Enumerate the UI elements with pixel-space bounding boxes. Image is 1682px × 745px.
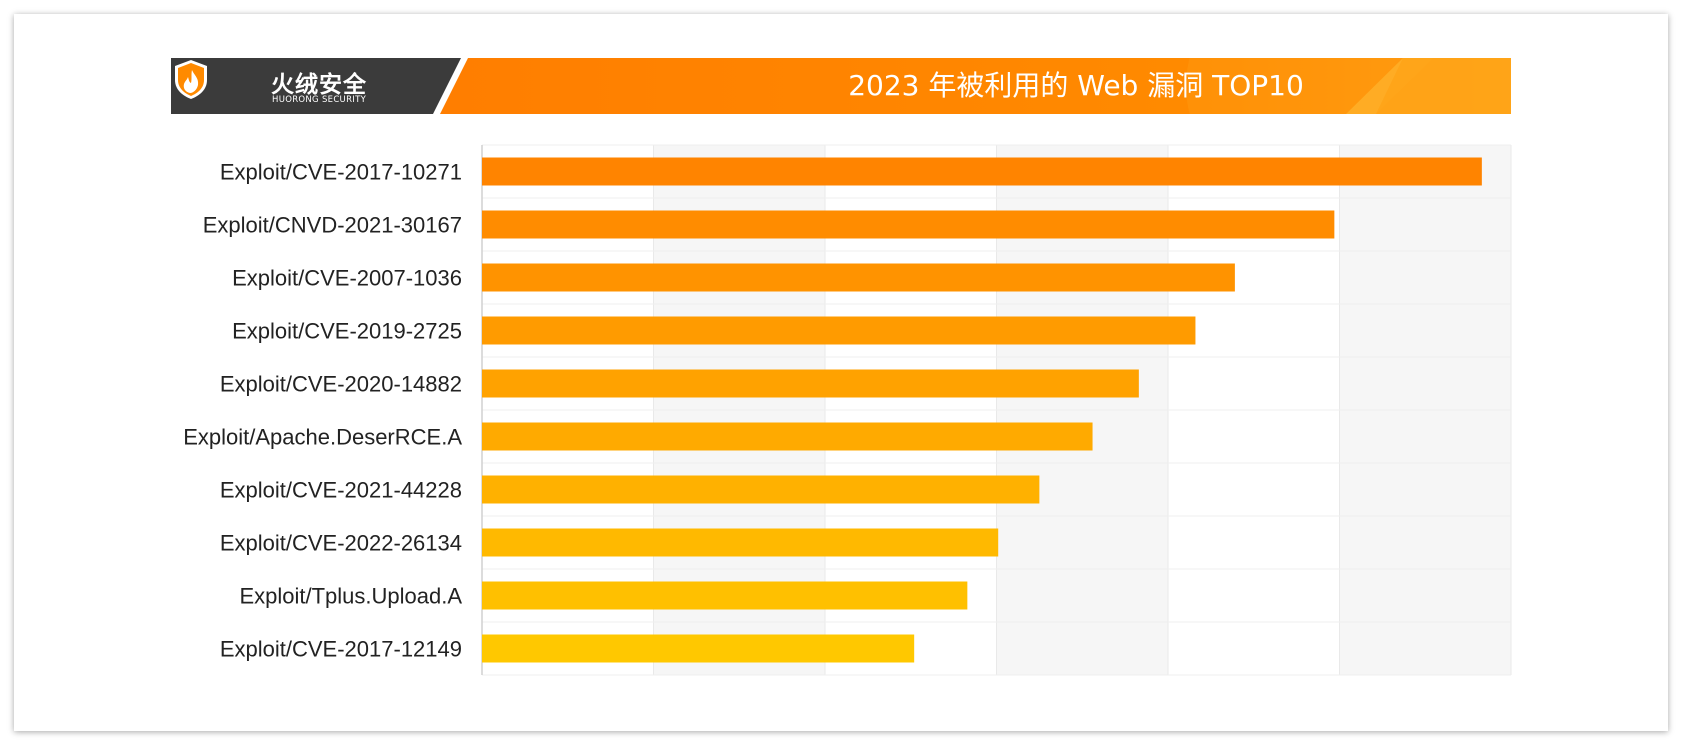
bar: [482, 634, 915, 663]
bar: [482, 263, 1235, 292]
bar: [482, 581, 968, 610]
category-label: Exploit/Apache.DeserRCE.A: [183, 425, 462, 450]
bar: [482, 210, 1335, 239]
bar: [482, 475, 1040, 504]
category-label: Exploit/Tplus.Upload.A: [239, 584, 462, 609]
bar: [482, 316, 1196, 345]
header-banner: [171, 58, 1511, 114]
chart-bars: [482, 157, 1482, 663]
header-dark-panel: [171, 58, 461, 114]
header-deco-corner: [1376, 58, 1511, 114]
shield-flame-icon: [175, 60, 207, 99]
bar: [482, 422, 1093, 451]
bar: [482, 157, 1482, 186]
category-label: Exploit/CVE-2019-2725: [232, 319, 462, 344]
chart-header: 火绒安全 HUORONG SECURITY 2023 年被利用的 Web 漏洞 …: [171, 58, 1511, 114]
category-label: Exploit/CVE-2017-10271: [220, 160, 462, 185]
category-label: Exploit/CVE-2007-1036: [232, 266, 462, 291]
category-label: Exploit/CNVD-2021-30167: [203, 213, 462, 238]
chart-category-labels: Exploit/CVE-2017-10271 Exploit/CNVD-2021-…: [183, 160, 462, 662]
bar: [482, 528, 999, 557]
bar: [482, 369, 1139, 398]
brand-name-en: HUORONG SECURITY: [272, 95, 367, 105]
header-deco-circle: [1186, 58, 1406, 114]
brand-name-cn: 火绒安全: [271, 72, 367, 98]
category-label: Exploit/CVE-2022-26134: [220, 531, 462, 556]
category-label: Exploit/CVE-2020-14882: [220, 372, 462, 397]
chart-title: 2023 年被利用的 Web 漏洞 TOP10: [848, 69, 1304, 102]
header-orange-panel: [440, 58, 1511, 114]
category-label: Exploit/CVE-2021-44228: [220, 478, 462, 503]
category-label: Exploit/CVE-2017-12149: [220, 637, 462, 662]
